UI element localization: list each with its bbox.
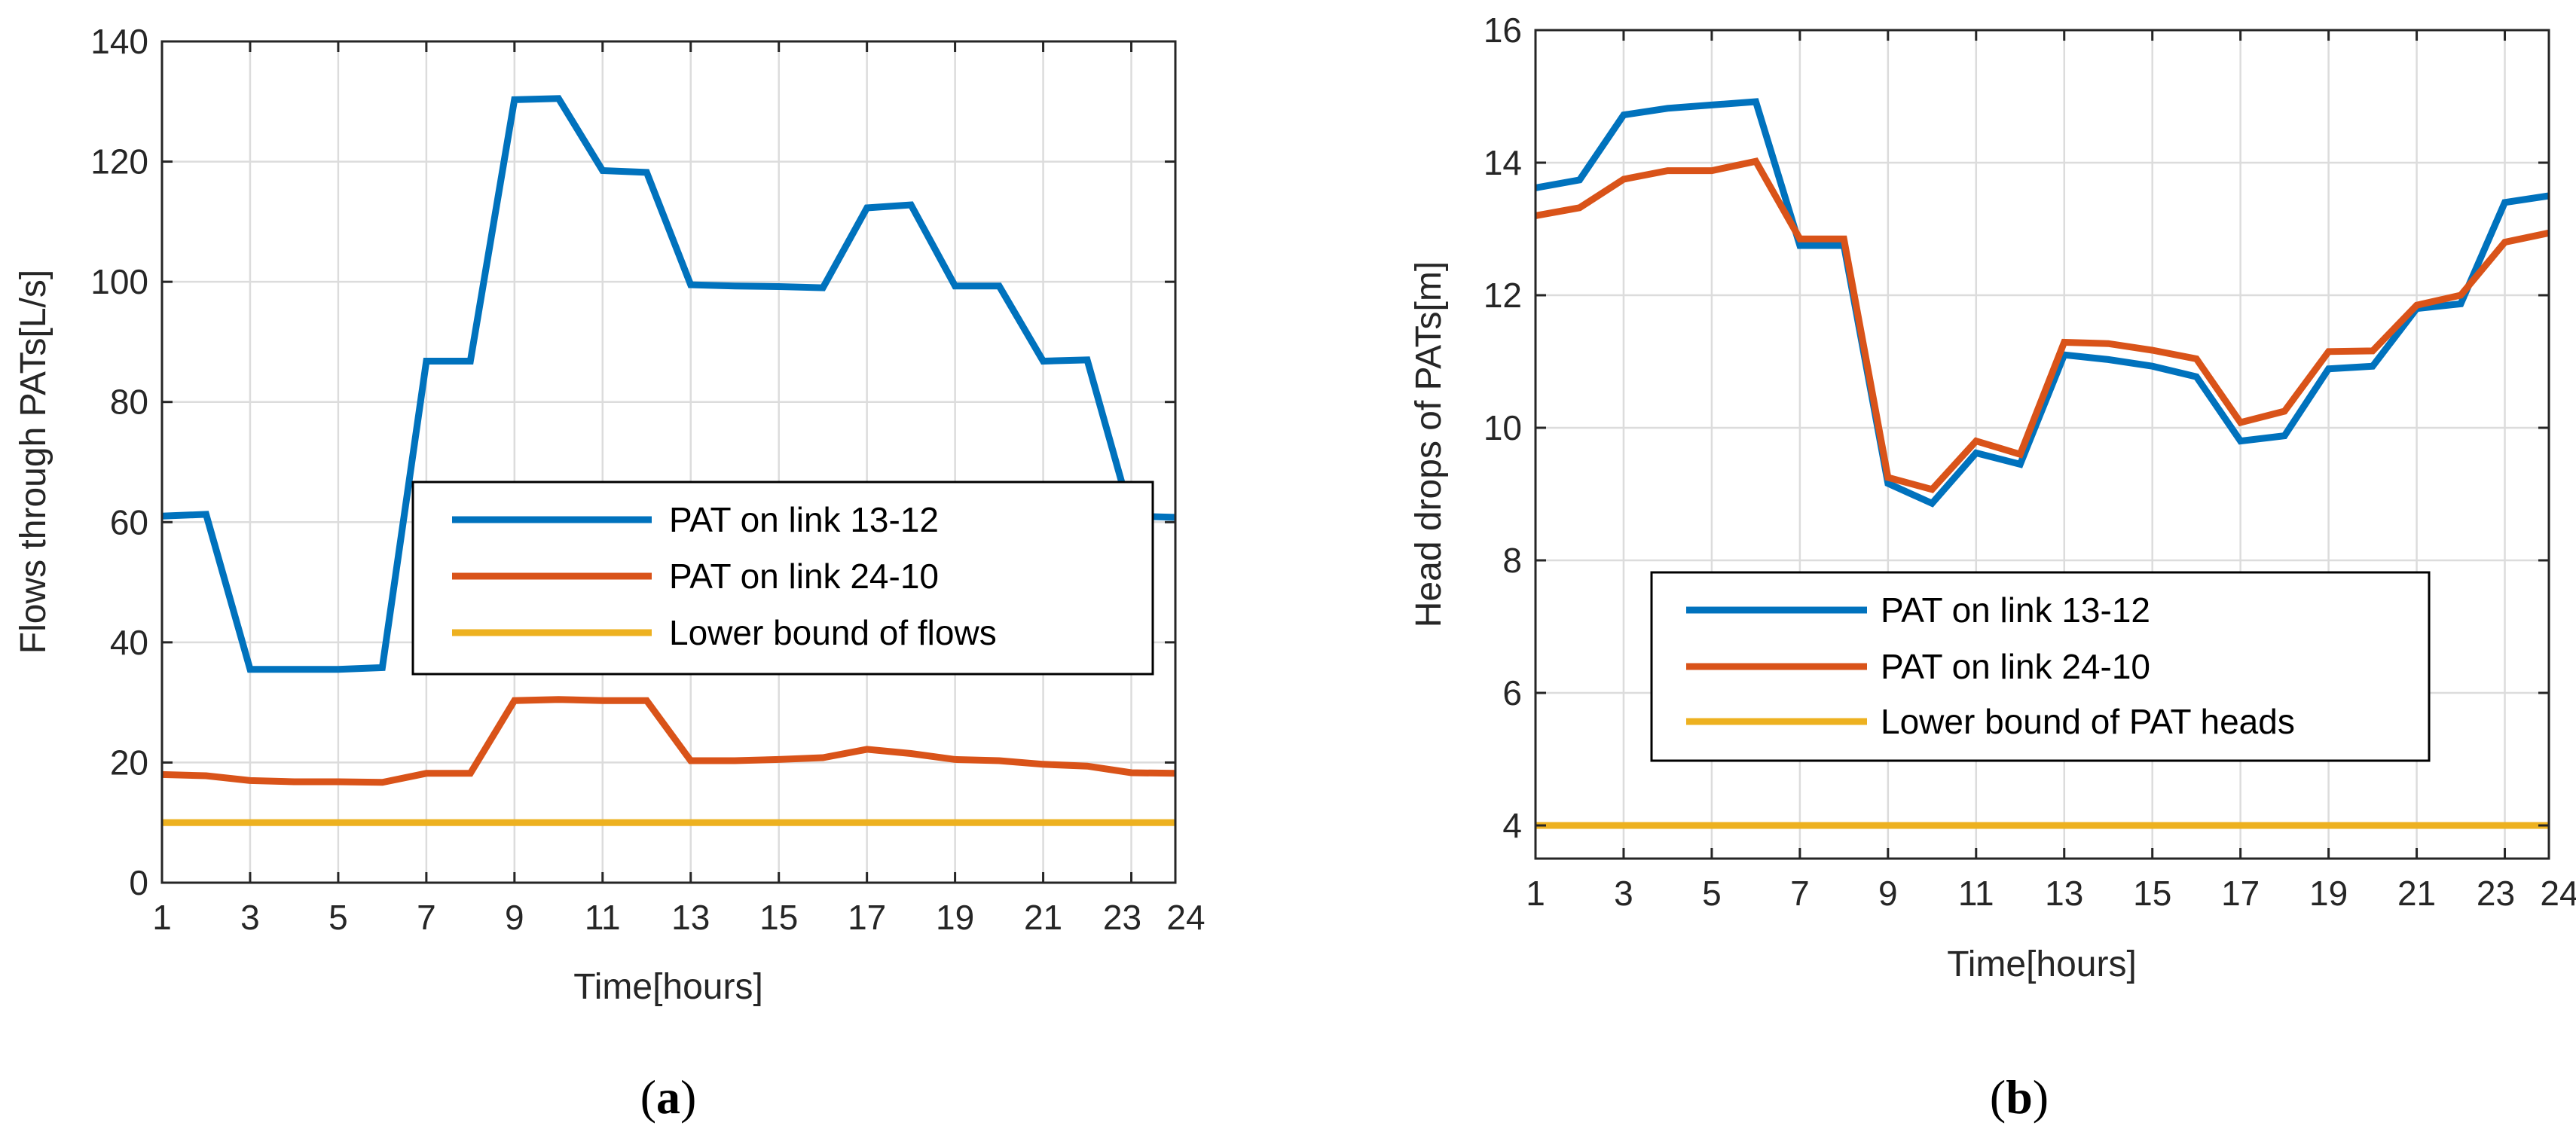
chart-a-series-line-1 [161, 696, 1176, 786]
chart-b-legend-label-1: PAT on link 24-10 [1881, 647, 2150, 686]
chart-a-y-tick-label: 140 [90, 22, 148, 61]
chart-a-y-tick-label: 0 [129, 863, 148, 902]
chart-a-x-tick-labels: 1 3 5 7 9 11 13 15 17 19 21 23 24 [152, 898, 1205, 937]
chart-a-ticks [160, 40, 1177, 884]
chart-b-x-tick-label: 19 [2309, 874, 2348, 913]
chart-a-y-tick-labels: 0 20 40 60 80 100 120 140 [90, 22, 148, 902]
chart-a-y-axis-label: Flows through PATs[L/s] [14, 270, 53, 654]
chart-a-x-tick-label: 23 [1103, 898, 1141, 937]
chart-a-x-tick-label: 19 [936, 898, 974, 937]
chart-b-x-tick-label: 3 [1614, 874, 1633, 913]
chart-b-legend-label-2: Lower bound of PAT heads [1881, 702, 2295, 741]
chart-a-legend-label-0: PAT on link 13-12 [669, 500, 939, 539]
chart-a-y-tick-label: 80 [110, 383, 148, 422]
chart-a-grid [160, 40, 1177, 884]
chart-b-axes-frame [1534, 29, 2550, 860]
chart-a-legend-label-2: Lower bound of flows [669, 613, 997, 652]
chart-a-caption: (a) [640, 1070, 697, 1124]
chart-b-x-tick-label: 24 [2540, 874, 2576, 913]
chart-a-x-tick-label: 15 [759, 898, 798, 937]
chart-a-x-axis-label: Time[hours] [573, 967, 763, 1007]
chart-b-y-tick-label: 6 [1502, 673, 1522, 712]
chart-b-x-tick-labels: 1 3 5 7 9 11 13 15 17 19 21 23 24 [1526, 874, 2576, 913]
chart-b-y-tick-label: 8 [1502, 541, 1522, 580]
chart-a-y-tick-label: 40 [110, 623, 148, 662]
chart-a-series-lines [161, 95, 1176, 826]
chart-b-caption: (b) [1990, 1070, 2049, 1124]
chart-a-axes-frame [160, 40, 1177, 884]
chart-a-x-tick-label: 24 [1166, 898, 1205, 937]
chart-b-x-tick-label: 13 [2045, 874, 2083, 913]
chart-a-x-tick-label: 1 [152, 898, 172, 937]
chart-a-x-tick-label: 5 [328, 898, 348, 937]
chart-a-x-tick-label: 13 [671, 898, 710, 937]
chart-b-y-tick-label: 12 [1484, 276, 1522, 315]
chart-a-x-tick-label: 9 [505, 898, 524, 937]
chart-a-series-line-0 [161, 95, 1176, 673]
chart-b-x-tick-label: 17 [2221, 874, 2260, 913]
chart-b-x-tick-label: 23 [2477, 874, 2515, 913]
chart-a-x-tick-label: 21 [1024, 898, 1062, 937]
chart-b-ticks [1534, 29, 2550, 859]
chart-a-x-tick-label: 7 [417, 898, 436, 937]
chart-b-y-tick-label: 14 [1484, 143, 1522, 182]
chart-b-x-tick-label: 11 [1958, 874, 1994, 913]
chart-a-y-tick-label: 60 [110, 502, 148, 542]
chart-b-x-tick-label: 21 [2397, 874, 2436, 913]
chart-b-x-tick-label: 7 [1790, 874, 1810, 913]
chart-b-y-tick-label: 16 [1484, 11, 1522, 50]
chart-b-series-lines [1535, 98, 2550, 829]
chart-a-x-tick-label: 17 [848, 898, 886, 937]
chart-b-series-line-0 [1535, 98, 2550, 508]
chart-a-flows: 1 3 5 7 9 11 13 15 17 19 21 23 24 020406080100120140… [14, 22, 1205, 1124]
chart-b-x-tick-label: 15 [2133, 874, 2171, 913]
chart-a-y-tick-label: 20 [110, 743, 148, 782]
chart-a-y-tick-label: 120 [90, 142, 148, 182]
chart-b-y-axis-label: Head drops of PATs[m] [1409, 261, 1449, 627]
chart-b-y-tick-labels: 4 6 8 10 12 14 16 [1484, 11, 1522, 845]
chart-b-x-tick-label: 5 [1702, 874, 1722, 913]
chart-b-y-tick-label: 4 [1502, 806, 1522, 845]
chart-b-caption-letter: b [2006, 1070, 2033, 1124]
chart-a-x-tick-label: 11 [585, 898, 621, 937]
chart-a-legend: PAT on link 13-12 PAT on link 24-10 Lowe… [411, 481, 1154, 676]
chart-b-x-tick-label: 9 [1878, 874, 1898, 913]
chart-b-x-tick-label: 1 [1526, 874, 1545, 913]
chart-a-x-tick-label: 3 [240, 898, 260, 937]
chart-a-y-tick-label: 100 [90, 262, 148, 301]
chart-b-y-tick-label: 10 [1484, 408, 1522, 447]
chart-b-x-axis-label: Time[hours] [1947, 944, 2137, 984]
chart-b-legend-label-0: PAT on link 13-12 [1881, 590, 2150, 630]
chart-a-caption-letter: a [656, 1070, 680, 1124]
chart-b-series-line-1 [1535, 157, 2550, 493]
chart-a-legend-label-1: PAT on link 24-10 [669, 557, 939, 596]
chart-b-legend: PAT on link 13-12 PAT on link 24-10 Lowe… [1650, 571, 2431, 762]
